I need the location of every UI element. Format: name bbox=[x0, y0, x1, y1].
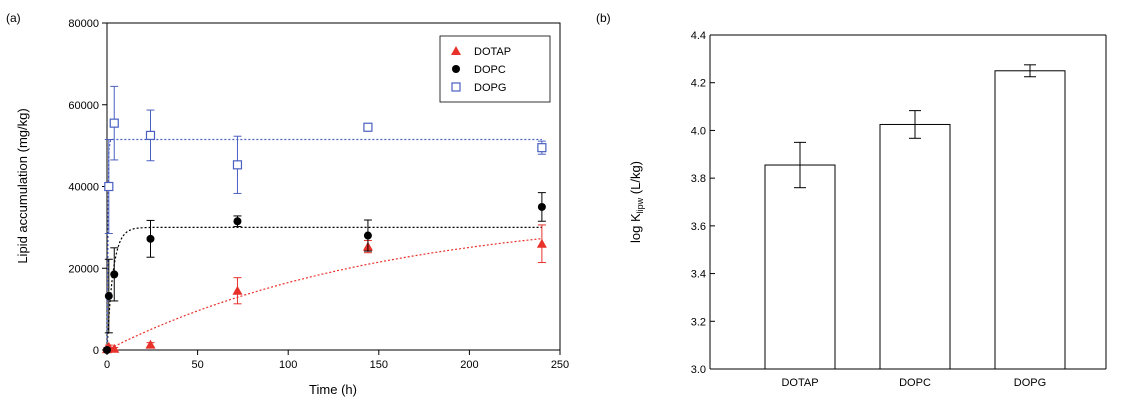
fit-curve-dopg bbox=[106, 138, 542, 351]
error-bar-dopc bbox=[909, 110, 921, 139]
x-tick-label-a: 200 bbox=[460, 359, 478, 371]
data-point-dotap bbox=[109, 343, 120, 353]
x-tick-label-a: 50 bbox=[191, 359, 203, 371]
x-category-label-dotap: DOTAP bbox=[781, 377, 818, 389]
y-tick-label-a: 60000 bbox=[68, 100, 99, 112]
a-axes: 0 50 100 150 200 250 0 20000 40000 60000 80000 bbox=[68, 18, 569, 371]
error-bar-dopg bbox=[1024, 64, 1036, 78]
data-point-dotap bbox=[232, 285, 243, 295]
bar-dotap bbox=[764, 164, 836, 370]
data-point-dopg bbox=[537, 143, 547, 153]
data-point-dopg bbox=[232, 160, 243, 170]
legend-marker-dotap bbox=[451, 46, 461, 55]
data-point-dopg bbox=[145, 130, 156, 141]
bar-dopg bbox=[994, 70, 1066, 370]
data-point-dopc bbox=[233, 217, 242, 226]
a-data-points bbox=[102, 85, 547, 354]
chart-b: 3.0 3.2 3.4 3.6 3.8 4.0 4.2 4.4 DOTAP DOPC DOPG lo… bbox=[628, 30, 1107, 389]
legend-marker-dopg bbox=[451, 82, 461, 92]
x-tick-label-a: 0 bbox=[104, 359, 110, 371]
b-bars bbox=[764, 64, 1066, 370]
x-category-label-dopg: DOPG bbox=[1014, 377, 1046, 389]
data-point-dopc bbox=[110, 270, 119, 279]
panel-a-label: (a) bbox=[6, 11, 21, 25]
x-tick-label-a: 250 bbox=[551, 359, 569, 371]
data-point-dopc bbox=[146, 234, 155, 243]
y-axis-label-b: log Klipw (L/kg) bbox=[628, 161, 645, 243]
data-point-dopg bbox=[363, 122, 373, 132]
data-point-dopc bbox=[537, 202, 546, 211]
x-axis-label-a: Time (h) bbox=[309, 382, 357, 397]
y-tick-label-b: 4.2 bbox=[691, 78, 706, 90]
data-point-dopc bbox=[103, 346, 111, 354]
legend-label-dopg: DOPG bbox=[474, 82, 506, 94]
x-tick-label-a: 150 bbox=[370, 359, 388, 371]
y-tick-label-a: 80000 bbox=[68, 18, 99, 30]
data-point-dopg bbox=[109, 118, 119, 128]
y-tick-label-b: 4.4 bbox=[691, 30, 706, 42]
x-category-label-dopc: DOPC bbox=[899, 377, 931, 389]
x-tick-label-a: 100 bbox=[279, 359, 297, 371]
legend-a: DOTAP DOPC DOPG bbox=[439, 35, 551, 103]
chart-a: 0 50 100 150 200 250 0 20000 40000 60000 80000 Tim… bbox=[15, 18, 569, 397]
legend-label-dopc: DOPC bbox=[474, 64, 506, 76]
legend-marker-dopc bbox=[452, 65, 460, 73]
y-tick-label-b: 3.2 bbox=[691, 316, 706, 328]
fit-curve-dopc bbox=[106, 226, 542, 351]
y-tick-label-a: 40000 bbox=[68, 182, 99, 194]
data-point-dotap bbox=[145, 339, 156, 349]
fit-curve-dotap bbox=[106, 238, 542, 351]
data-point-dopc bbox=[104, 292, 113, 301]
data-point-dopg bbox=[104, 181, 114, 192]
y-tick-label-a: 0 bbox=[93, 345, 99, 357]
legend-label-dotap: DOTAP bbox=[474, 46, 511, 58]
y-tick-label-b: 4.0 bbox=[691, 125, 706, 137]
y-tick-label-b: 3.6 bbox=[691, 221, 706, 233]
y-axis-label-a: Lipid accumulation (mg/kg) bbox=[15, 108, 30, 263]
panel-b-label: (b) bbox=[596, 11, 611, 25]
data-point-dotap bbox=[536, 238, 547, 248]
a-fit-curves bbox=[106, 138, 542, 351]
y-tick-label-b: 3.4 bbox=[691, 269, 706, 281]
b-axes: 3.0 3.2 3.4 3.6 3.8 4.0 4.2 4.4 DOTAP DOPC DOPG bbox=[691, 30, 1047, 389]
y-tick-label-a: 20000 bbox=[68, 263, 99, 275]
bar-dopc bbox=[879, 123, 951, 370]
error-bar-dotap bbox=[794, 141, 806, 189]
y-tick-label-b: 3.0 bbox=[691, 364, 706, 376]
data-point-dopc bbox=[363, 231, 372, 240]
y-tick-label-b: 3.8 bbox=[691, 173, 706, 185]
